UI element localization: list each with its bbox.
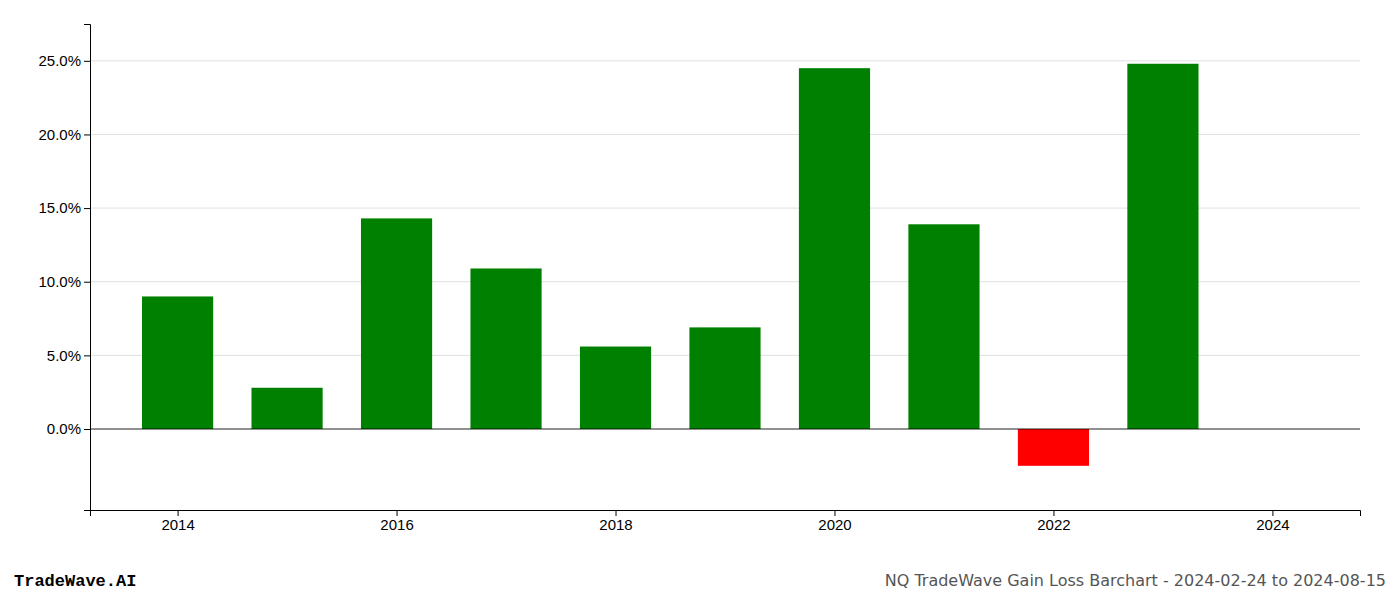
bar	[689, 327, 760, 429]
y-tick: 0.0%	[47, 420, 90, 437]
bar	[1127, 64, 1198, 429]
y-tick-mark	[84, 282, 90, 283]
y-tick-label: 5.0%	[47, 347, 81, 364]
bar	[580, 347, 651, 429]
y-tick-label: 15.0%	[38, 199, 81, 216]
y-tick: 20.0%	[38, 126, 90, 143]
y-tick-label: 25.0%	[38, 52, 81, 69]
x-axis-line	[91, 511, 1361, 517]
x-tick: 2014	[161, 510, 194, 533]
y-tick-label: 10.0%	[38, 273, 81, 290]
bar	[361, 218, 432, 429]
y-tick: 15.0%	[38, 199, 90, 216]
x-tick-label: 2022	[1037, 516, 1070, 533]
grid-line	[90, 429, 1360, 430]
y-tick-mark	[84, 61, 90, 62]
y-tick: 25.0%	[38, 52, 90, 69]
y-axis: 0.0% 5.0% 10.0% 15.0% 20.0% 25.0%	[38, 25, 90, 511]
title: NQ TradeWave Gain Loss Barchart - 2024-0…	[885, 571, 1386, 590]
x-tick: 2020	[818, 510, 851, 533]
y-tick: 10.0%	[38, 273, 90, 290]
x-tick-label: 2016	[380, 516, 413, 533]
x-tick: 2016	[380, 510, 413, 533]
y-tick-label: 20.0%	[38, 126, 81, 143]
y-tick-label: 0.0%	[47, 420, 81, 437]
bar	[251, 388, 322, 429]
x-tick-label: 2014	[161, 516, 194, 533]
grid-line	[90, 60, 1360, 61]
x-tick: 2024	[1256, 510, 1289, 533]
y-tick-mark	[84, 429, 90, 430]
bar	[470, 268, 541, 429]
chart-container: 2014 2016 2018 2020 2022 2024 0.0% 5.0% 10.0% 15.…	[0, 0, 1400, 600]
chart-svg: 2014 2016 2018 2020 2022 2024 0.0% 5.0% 10.0% 15.…	[0, 0, 1400, 600]
y-tick-mark	[84, 208, 90, 209]
y-axis-line	[84, 25, 91, 511]
y-tick: 5.0%	[47, 347, 90, 364]
x-tick-label: 2020	[818, 516, 851, 533]
x-tick-label: 2018	[599, 516, 632, 533]
watermark: TradeWave.AI	[14, 572, 136, 591]
bar	[142, 296, 213, 429]
x-tick-label: 2024	[1256, 516, 1289, 533]
x-tick: 2018	[599, 510, 632, 533]
plot-area	[142, 64, 1199, 466]
y-tick-mark	[84, 134, 90, 135]
zero-line	[90, 429, 1360, 430]
grid	[90, 61, 1360, 429]
x-tick: 2022	[1037, 510, 1070, 533]
bar	[1018, 429, 1089, 466]
bar	[799, 68, 870, 429]
x-axis: 2014 2016 2018 2020 2022 2024	[91, 510, 1361, 533]
y-tick-mark	[84, 355, 90, 356]
bar	[908, 224, 979, 429]
